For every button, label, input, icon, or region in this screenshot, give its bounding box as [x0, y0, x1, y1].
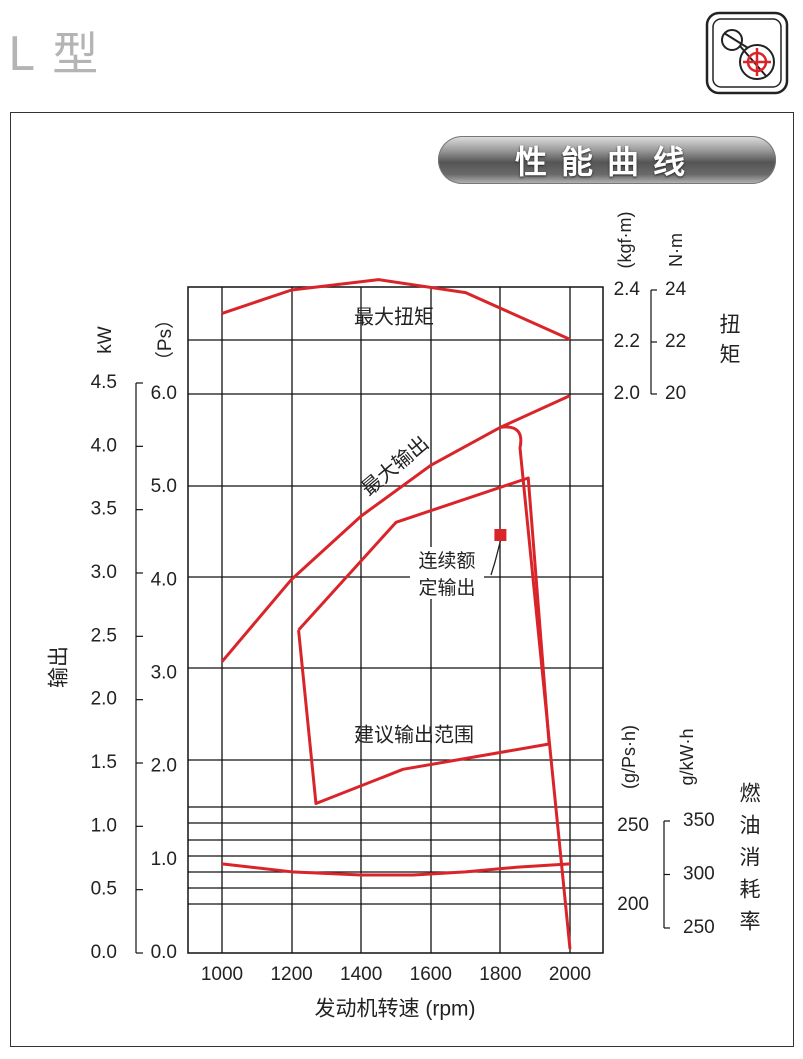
series-recommended-range — [297, 476, 551, 806]
tick-kw-1.5: 1.5 — [91, 752, 117, 773]
tick-kw-3.5: 3.5 — [91, 499, 117, 520]
series-max-torque — [221, 278, 571, 341]
output-axis-label: 输出 — [48, 646, 71, 688]
series-max-output — [220, 394, 571, 663]
tick-ps-5.0: 5.0 — [151, 476, 177, 497]
rated-output-label-bg — [410, 547, 484, 599]
nm-unit: N·m — [666, 233, 686, 267]
tick-kw-1.0: 1.0 — [91, 815, 117, 836]
tick-ps-2.0: 2.0 — [151, 756, 177, 777]
tick-x-1000: 1000 — [201, 964, 243, 985]
tick-nm-20: 20 — [665, 383, 686, 404]
tick-kw-2.0: 2.0 — [91, 689, 117, 710]
tick-ps-4.0: 4.0 — [151, 569, 177, 590]
tick-nm-24: 24 — [665, 279, 687, 300]
tick-ps-3.0: 3.0 — [151, 663, 177, 684]
ps-unit: （Ps） — [154, 310, 176, 370]
kw-unit: kW — [95, 326, 116, 354]
tick-x-1200: 1200 — [270, 964, 312, 985]
rated-output-marker — [494, 529, 507, 541]
series-governor-line — [500, 425, 572, 950]
title-banner: 性能曲线 — [438, 136, 776, 184]
tick-kw-4.0: 4.0 — [91, 435, 117, 456]
label-rated-output-2: 定输出 — [418, 577, 475, 599]
tick-kw-4.5: 4.5 — [91, 372, 117, 393]
gpsh-unit: (g/Ps·h) — [619, 725, 639, 789]
tick-x-1400: 1400 — [340, 964, 382, 985]
tick-gkwh-300: 300 — [683, 864, 715, 885]
model-title: L 型 — [8, 27, 101, 81]
tick-kw-0.5: 0.5 — [91, 879, 117, 900]
tick-ps-6.0: 6.0 — [151, 383, 177, 404]
tick-gpsh-250: 250 — [617, 815, 649, 836]
tick-kgfm-2.2: 2.2 — [614, 331, 640, 352]
tick-kw-0.0: 0.0 — [91, 942, 117, 963]
belt-drive-pulley-icon — [705, 11, 789, 95]
fuel-axis-label-4: 率 — [740, 911, 761, 934]
tick-kgfm-2.0: 2.0 — [614, 383, 640, 404]
label-recommended-range: 建议输出范围 — [354, 723, 474, 746]
tick-kgfm-2.4: 2.4 — [614, 279, 641, 300]
plot-area — [187, 286, 604, 954]
tick-kw-3.0: 3.0 — [91, 562, 117, 583]
tick-ps-0.0: 0.0 — [151, 942, 177, 963]
tick-gkwh-250: 250 — [683, 917, 715, 938]
label-rated-output-1: 连续额 — [418, 550, 475, 572]
x-axis-label: 发动机转速 (rpm) — [315, 998, 476, 1021]
tick-nm-22: 22 — [665, 331, 686, 352]
tick-x-1600: 1600 — [410, 964, 452, 985]
torque-axis-label-0: 扭 — [720, 314, 741, 337]
chart-frame — [10, 112, 794, 1047]
tick-gkwh-350: 350 — [683, 810, 715, 831]
tick-ps-1.0: 1.0 — [151, 849, 177, 870]
banner-title: 性能曲线 — [514, 143, 699, 181]
rated-output-leader — [490, 540, 502, 576]
tick-kw-2.5: 2.5 — [91, 625, 117, 646]
label-max-torque: 最大扭矩 — [354, 305, 434, 328]
fuel-axis-label-0: 燃 — [740, 783, 761, 806]
gkwh-unit: g/kW·h — [677, 728, 697, 785]
tick-x-2000: 2000 — [549, 964, 591, 985]
fuel-axis-label-1: 油 — [740, 815, 761, 838]
fuel-axis-label-2: 消 — [740, 847, 761, 870]
tick-gpsh-200: 200 — [617, 894, 649, 915]
series-fuel-consumption — [221, 862, 571, 877]
torque-axis-label-1: 矩 — [720, 344, 741, 367]
fuel-axis-label-3: 耗 — [740, 879, 761, 902]
kgfm-unit: (kgf·m) — [615, 212, 635, 269]
tick-x-1800: 1800 — [479, 964, 521, 985]
